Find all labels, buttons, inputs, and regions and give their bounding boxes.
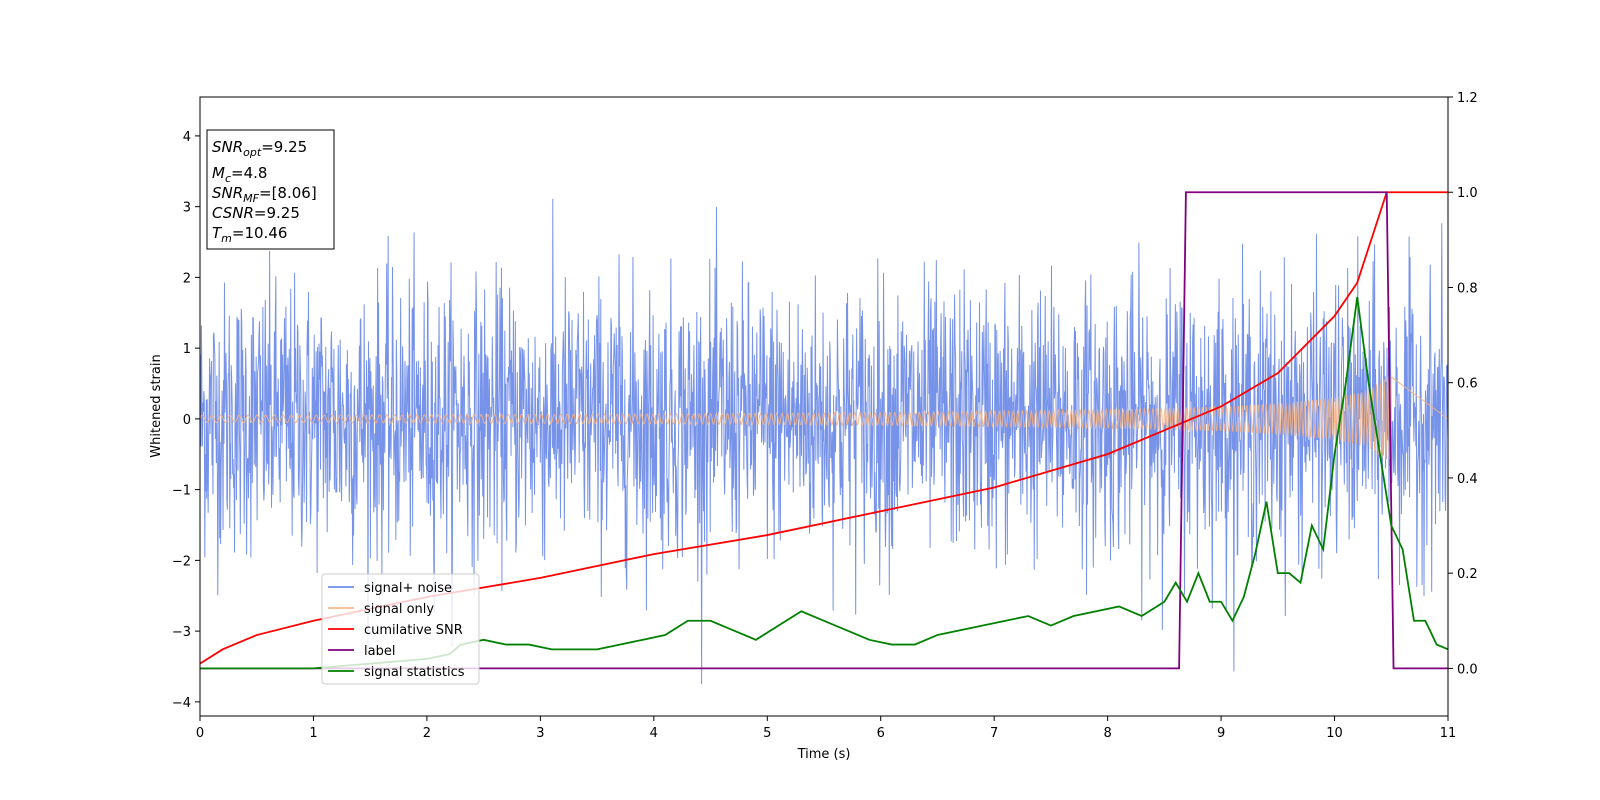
signal-only-series <box>199 375 1449 460</box>
x-tick-label: 7 <box>990 726 998 741</box>
y-right-tick-label: 1.0 <box>1457 186 1478 201</box>
x-tick-label: 11 <box>1440 726 1457 741</box>
x-tick-label: 6 <box>877 726 885 741</box>
x-axis-label: Time (s) <box>797 747 851 762</box>
signal-only-line <box>199 375 1449 460</box>
x-tick-label: 0 <box>196 726 204 741</box>
legend-label: cumilative SNR <box>364 623 463 638</box>
x-tick-label: 9 <box>1217 726 1225 741</box>
y-right-tick-label: 1.2 <box>1457 91 1478 106</box>
info-line: Mc=4.8 <box>212 164 267 185</box>
y-left-tick-label: 2 <box>183 271 191 286</box>
y-axis-left-label: Whitened strain <box>149 354 164 457</box>
y-left-tick-label: −1 <box>172 484 191 499</box>
y-left-tick-label: 4 <box>183 130 191 145</box>
legend-label: signal only <box>364 602 434 617</box>
y-left-tick-label: 3 <box>183 201 191 216</box>
y-left-tick-label: 1 <box>183 342 191 357</box>
y-left-tick-label: −3 <box>172 625 191 640</box>
y-right-tick-label: 0.4 <box>1457 472 1478 487</box>
info-box-frame <box>206 129 335 250</box>
legend-label: label <box>364 644 395 659</box>
signal-statistics-line <box>200 296 1449 670</box>
x-tick-label: 2 <box>423 726 431 741</box>
cumilative-snr-line <box>199 191 1448 665</box>
x-tick-label: 4 <box>650 726 658 741</box>
x-tick-label: 3 <box>536 726 544 741</box>
y-right-tick-label: 0.2 <box>1457 567 1478 582</box>
info-line: Tm=10.46 <box>212 224 287 245</box>
info-line: CSNR=9.25 <box>212 204 300 222</box>
signal-noise-series <box>199 198 1449 685</box>
line-series-group <box>199 191 1449 670</box>
plot-frame <box>199 96 1449 717</box>
legend-label: signal+ noise <box>364 581 452 596</box>
signal-noise-line <box>199 198 1449 685</box>
x-tick-label: 5 <box>763 726 771 741</box>
legend-label: signal statistics <box>364 665 465 680</box>
info-line: SNRopt=9.25 <box>212 138 307 159</box>
y-right-tick-label: 0.8 <box>1457 281 1478 296</box>
x-tick-label: 1 <box>309 726 317 741</box>
y-axis-right: 0.0 0.2 0.4 0.6 0.8 1.0 1.2 <box>1448 91 1478 677</box>
y-left-tick-label: −2 <box>172 554 191 569</box>
x-axis: 0 1 2 3 4 5 6 7 8 9 10 11 <box>196 716 1456 741</box>
y-axis-left: −4 −3 −2 −1 0 1 2 3 4 <box>172 130 200 711</box>
y-right-tick-label: 0.0 <box>1457 662 1478 677</box>
info-line: SNRMF=[8.06] <box>212 184 317 205</box>
y-left-tick-label: 0 <box>183 413 191 428</box>
x-tick-label: 8 <box>1103 726 1111 741</box>
legend: signal+ noise signal only cumilative SNR la… <box>321 573 480 685</box>
y-right-tick-label: 0.6 <box>1457 377 1478 392</box>
legend-frame <box>321 573 480 685</box>
x-tick-label: 10 <box>1326 726 1343 741</box>
y-left-tick-label: −4 <box>172 696 191 711</box>
label-line <box>200 191 1448 670</box>
